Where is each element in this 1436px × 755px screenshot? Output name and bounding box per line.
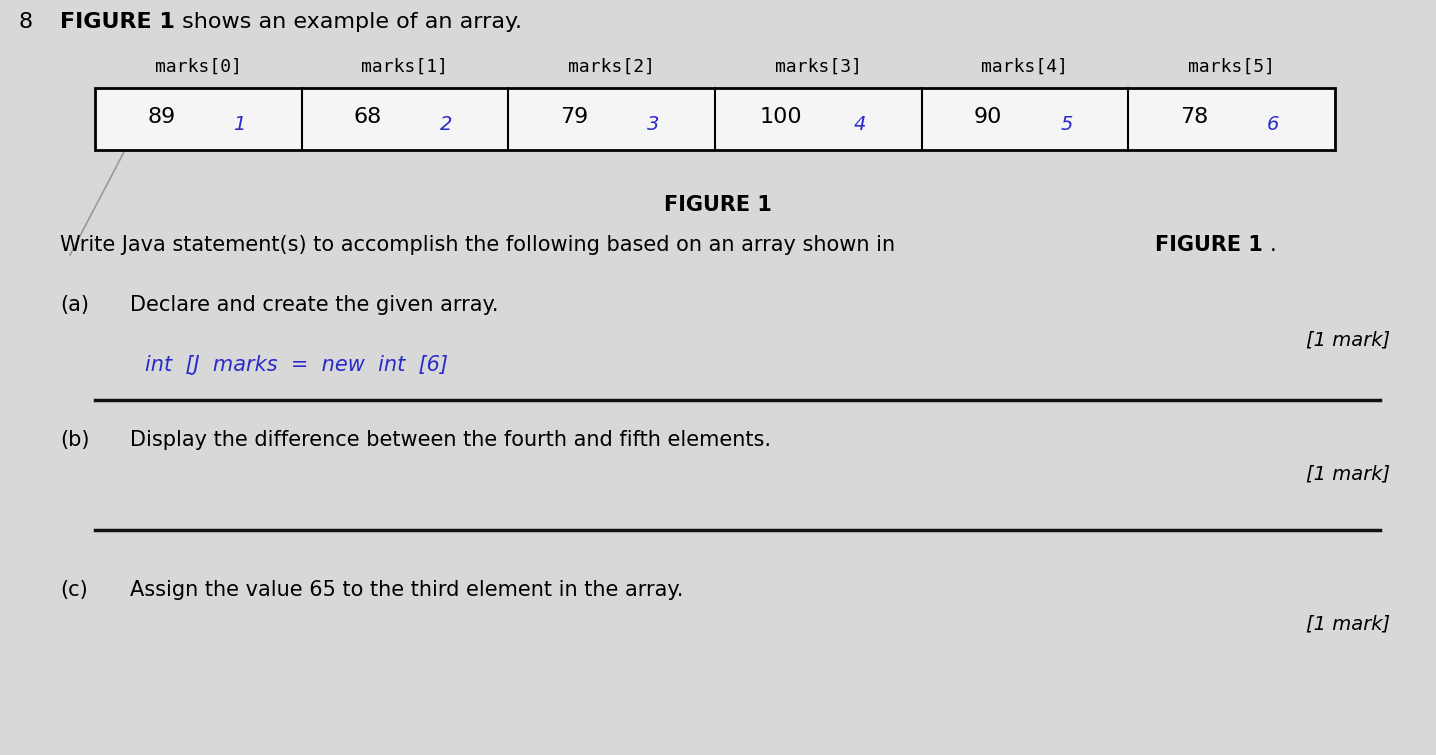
Text: 90: 90 [974, 107, 1002, 127]
Text: 2: 2 [441, 116, 452, 134]
Bar [95, 88, 1335, 150]
Text: 6: 6 [1267, 116, 1279, 134]
Text: marks[4]: marks[4] [981, 58, 1068, 76]
Text: Write Java statement(s) to accomplish the following based on an array shown in: Write Java statement(s) to accomplish th… [60, 235, 902, 255]
Text: shows an example of an array.: shows an example of an array. [175, 12, 523, 32]
Text: 1: 1 [234, 116, 246, 134]
Text: 5: 5 [1060, 116, 1073, 134]
Text: 79: 79 [560, 107, 589, 127]
Text: marks[1]: marks[1] [362, 58, 448, 76]
Text: .: . [1269, 235, 1277, 255]
Text: 3: 3 [646, 116, 659, 134]
Text: Declare and create the given array.: Declare and create the given array. [131, 295, 498, 315]
Text: marks[0]: marks[0] [155, 58, 241, 76]
Text: 4: 4 [853, 116, 866, 134]
Text: [1 mark]: [1 mark] [1305, 615, 1390, 634]
Text: (b): (b) [60, 430, 89, 450]
Text: 89: 89 [146, 107, 175, 127]
Text: FIGURE 1: FIGURE 1 [663, 195, 773, 215]
Text: [1 mark]: [1 mark] [1305, 465, 1390, 484]
Text: (a): (a) [60, 295, 89, 315]
Text: 8: 8 [19, 12, 32, 32]
Text: (c): (c) [60, 580, 88, 600]
Text: [1 mark]: [1 mark] [1305, 330, 1390, 349]
Text: marks[2]: marks[2] [569, 58, 655, 76]
Text: marks[5]: marks[5] [1188, 58, 1275, 76]
Text: FIGURE 1: FIGURE 1 [60, 12, 175, 32]
Text: marks[3]: marks[3] [775, 58, 862, 76]
Text: int  [J  marks  =  new  int  [6]: int [J marks = new int [6] [145, 355, 448, 375]
Text: Assign the value 65 to the third element in the array.: Assign the value 65 to the third element… [131, 580, 684, 600]
Text: 100: 100 [760, 107, 803, 127]
Text: Display the difference between the fourth and fifth elements.: Display the difference between the fourt… [131, 430, 771, 450]
Text: FIGURE 1: FIGURE 1 [1155, 235, 1262, 255]
Text: 68: 68 [353, 107, 382, 127]
Text: 78: 78 [1180, 107, 1209, 127]
